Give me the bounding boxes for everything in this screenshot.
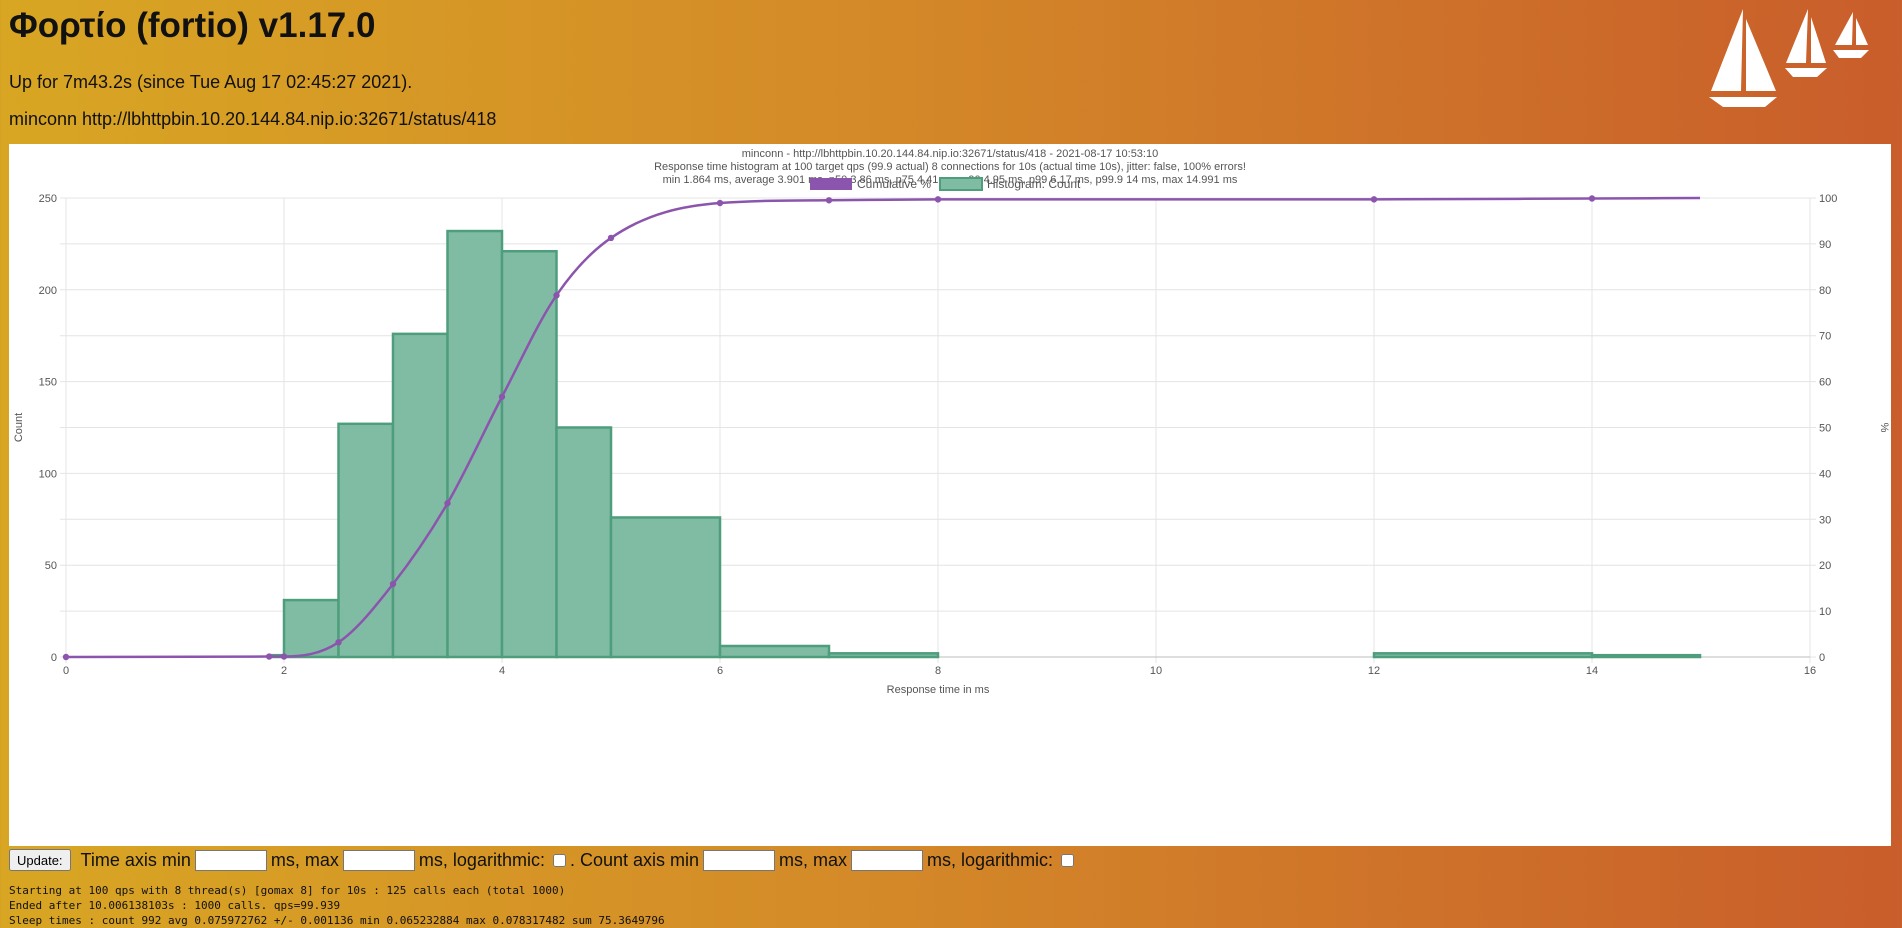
x-tick-label: 10 bbox=[1150, 665, 1162, 677]
x-tick-label: 0 bbox=[63, 665, 69, 677]
log-line: Starting at 100 qps with 8 thread(s) [go… bbox=[9, 884, 566, 897]
histogram-bar bbox=[609, 516, 722, 659]
y2-axis-label: % bbox=[1878, 423, 1890, 433]
y-axis-label: Count bbox=[13, 413, 25, 442]
x-tick-label: 14 bbox=[1586, 665, 1598, 677]
log-line: Sleep times : count 992 avg 0.075972762 … bbox=[9, 914, 665, 927]
y-tick-label: 200 bbox=[39, 285, 57, 297]
histogram-bar bbox=[555, 426, 613, 659]
time-axis-min-input[interactable] bbox=[194, 849, 267, 871]
y-tick-label: 0 bbox=[51, 652, 57, 664]
histogram-bar bbox=[1372, 652, 1594, 659]
count-axis-log-label: ms, logarithmic: bbox=[927, 849, 1054, 870]
y-tick-label: 150 bbox=[39, 377, 57, 389]
y2-tick-label: 10 bbox=[1819, 606, 1831, 618]
legend-swatch-histogram bbox=[939, 177, 983, 191]
y2-tick-label: 30 bbox=[1819, 514, 1831, 526]
cumulative-point bbox=[607, 234, 615, 242]
y2-tick-label: 80 bbox=[1819, 285, 1831, 297]
time-axis-min-label: Time axis min bbox=[80, 849, 191, 870]
histogram-bar bbox=[718, 644, 831, 659]
x-tick-label: 8 bbox=[935, 665, 941, 677]
sailboat-logo-icon bbox=[1709, 9, 1869, 107]
histogram-bar bbox=[827, 652, 940, 659]
cumulative-point bbox=[335, 639, 342, 646]
cumulative-point bbox=[1370, 196, 1378, 203]
histogram-bar bbox=[391, 332, 449, 659]
cumulative-point bbox=[934, 196, 942, 203]
chart-panel: minconn - http://lbhttpbin.10.20.144.84.… bbox=[9, 144, 1891, 846]
y2-tick-label: 0 bbox=[1819, 652, 1825, 664]
time-axis-max-input[interactable] bbox=[342, 849, 415, 871]
log-line: Ended after 10.006138103s : 1000 calls. … bbox=[9, 899, 341, 912]
y2-tick-label: 40 bbox=[1819, 468, 1831, 480]
cumulative-point bbox=[265, 653, 273, 660]
x-tick-label: 4 bbox=[499, 665, 505, 677]
x-tick-label: 2 bbox=[281, 665, 287, 677]
y2-tick-label: 90 bbox=[1819, 239, 1831, 251]
time-axis-log-label: ms, logarithmic: bbox=[418, 849, 545, 870]
cumulative-point bbox=[716, 199, 724, 207]
cumulative-point bbox=[825, 197, 833, 204]
controls-bar: Update: Time axis min ms, max ms, logari… bbox=[9, 849, 1078, 871]
y2-tick-label: 20 bbox=[1819, 560, 1831, 572]
y-tick-label: 250 bbox=[39, 193, 57, 205]
y2-tick-label: 100 bbox=[1819, 193, 1837, 205]
histogram-bar bbox=[500, 249, 558, 659]
cumulative-point bbox=[553, 292, 560, 299]
x-tick-label: 6 bbox=[717, 665, 723, 677]
page-title: Φορτίο (fortio) v1.17.0 bbox=[9, 6, 376, 45]
time-axis-max-label: ms, max bbox=[270, 849, 339, 870]
cumulative-point bbox=[444, 500, 451, 507]
x-axis-label: Response time in ms bbox=[887, 684, 990, 696]
cumulative-point bbox=[389, 580, 397, 588]
histogram-bar bbox=[1590, 653, 1702, 659]
x-tick-label: 16 bbox=[1804, 665, 1816, 677]
y2-tick-label: 60 bbox=[1819, 377, 1831, 389]
y-tick-label: 50 bbox=[45, 560, 57, 572]
log-output: Starting at 100 qps with 8 thread(s) [go… bbox=[9, 883, 665, 928]
chart-title-line: minconn - http://lbhttpbin.10.20.144.84.… bbox=[742, 148, 1158, 160]
histogram-bar bbox=[337, 422, 395, 659]
count-axis-max-input[interactable] bbox=[851, 849, 924, 871]
count-axis-log-checkbox[interactable] bbox=[1061, 853, 1075, 867]
y-tick-label: 100 bbox=[39, 468, 57, 480]
cumulative-point bbox=[280, 653, 288, 660]
time-axis-log-checkbox[interactable] bbox=[552, 853, 566, 867]
count-axis-min-label: . Count axis min bbox=[569, 849, 700, 870]
cumulative-point bbox=[1588, 195, 1596, 202]
response-time-chart: minconn - http://lbhttpbin.10.20.144.84.… bbox=[13, 148, 1890, 696]
cumulative-point bbox=[62, 653, 70, 661]
legend-label-histogram: Histogram: Count bbox=[987, 177, 1081, 191]
legend-swatch-cumulative bbox=[810, 178, 852, 190]
cumulative-point bbox=[498, 393, 506, 400]
histogram-bar bbox=[446, 229, 504, 659]
target-url-text: minconn http://lbhttpbin.10.20.144.84.ni… bbox=[9, 109, 497, 129]
x-tick-label: 12 bbox=[1368, 665, 1380, 677]
count-axis-min-input[interactable] bbox=[703, 849, 776, 871]
y2-tick-label: 70 bbox=[1819, 331, 1831, 343]
chart-title-line: Response time histogram at 100 target qp… bbox=[654, 161, 1246, 173]
cumulative-line bbox=[65, 196, 1701, 659]
legend-label-cumulative: Cumulative % bbox=[857, 177, 931, 191]
update-button[interactable]: Update: bbox=[9, 849, 71, 871]
count-axis-max-label: ms, max bbox=[779, 849, 848, 870]
y2-tick-label: 50 bbox=[1819, 423, 1831, 435]
uptime-text: Up for 7m43.2s (since Tue Aug 17 02:45:2… bbox=[9, 72, 413, 92]
